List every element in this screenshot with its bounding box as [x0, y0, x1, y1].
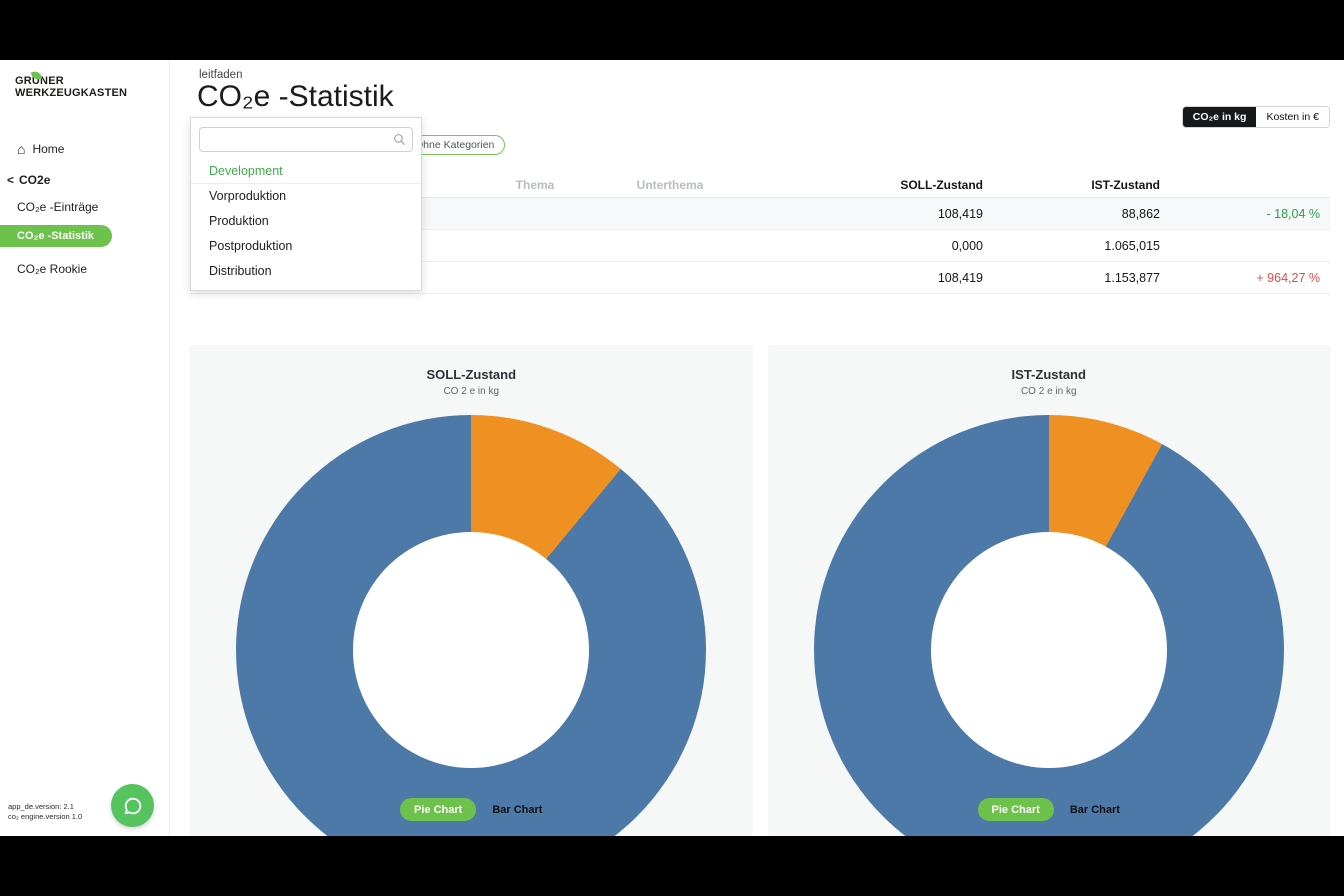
pie-chart-button[interactable]: Pie Chart [400, 798, 477, 821]
column-header-thema: Thema [515, 177, 555, 192]
filter-chip-ohne-kategorien[interactable]: Ohne Kategorien [404, 135, 506, 155]
dropdown-option-produktion[interactable]: Produktion [209, 214, 269, 228]
bar-chart-button[interactable]: Bar Chart [492, 803, 543, 816]
search-icon [393, 133, 406, 151]
breadcrumb[interactable]: leitfaden [199, 69, 243, 81]
chat-button[interactable] [111, 784, 154, 827]
chart-type-switcher: Pie Chart Bar Chart [190, 798, 753, 821]
pie-chart-button[interactable]: Pie Chart [977, 798, 1054, 821]
charts-row: SOLL-Zustand CO 2 e in kg Pie Chart Bar … [190, 345, 1330, 836]
page-title: CO₂e -Statistik [197, 80, 394, 113]
bar-chart-button[interactable]: Bar Chart [1069, 803, 1120, 816]
dropdown-option-vorproduktion[interactable]: Vorproduktion [209, 189, 287, 203]
dropdown-search-input[interactable] [199, 127, 413, 152]
chat-bubble-icon [124, 797, 141, 814]
toggle-kosten-eur-button[interactable]: Kosten in € [1256, 107, 1329, 127]
ist-value: 1.065,015 [1104, 238, 1160, 253]
soll-value: 108,419 [937, 206, 983, 221]
soll-value: 0,000 [951, 238, 983, 253]
app-version-line1: app_de.version: 2.1 [8, 802, 74, 811]
column-header-soll: SOLL-Zustand [900, 177, 983, 192]
column-header-unterthema: Unterthema [636, 177, 704, 192]
sidebar-item-co2e-eintraege[interactable]: CO₂e -Einträge [0, 198, 169, 216]
ist-value: 88,862 [1121, 206, 1160, 221]
toggle-co2e-kg-button[interactable]: CO₂e in kg [1182, 107, 1257, 127]
soll-value: 108,419 [937, 270, 983, 285]
column-header-ist: IST-Zustand [1091, 177, 1160, 192]
dropdown-search [199, 127, 413, 152]
chart-type-switcher: Pie Chart Bar Chart [768, 798, 1331, 821]
sidebar: GRÜNER WERKZEUGKASTEN ⌂ Home < CO2e CO₂e… [0, 60, 170, 836]
dropdown-option-development[interactable]: Development [191, 159, 421, 184]
sidebar-section-co2e[interactable]: < CO2e [0, 171, 169, 189]
logo-line2: WERKZEUGKASTEN [15, 86, 128, 99]
sidebar-item-co2e-statistik-active[interactable]: CO₂e -Statistik [0, 225, 112, 247]
delta-value: + 964,27 % [1256, 270, 1320, 285]
chart-title: SOLL-Zustand [426, 367, 517, 382]
sidebar-section-label: CO2e [19, 173, 51, 187]
app-logo: GRÜNER WERKZEUGKASTEN [15, 69, 128, 99]
app-window: GRÜNER WERKZEUGKASTEN ⌂ Home < CO2e CO₂e… [0, 60, 1344, 836]
dropdown-option-distribution[interactable]: Distribution [209, 264, 272, 278]
sidebar-item-rookie-label: CO₂e Rookie [17, 262, 88, 276]
soll-donut-chart[interactable] [236, 415, 707, 836]
sidebar-item-home-label: Home [32, 142, 65, 156]
category-dropdown: Development Vorproduktion Produktion Pos… [190, 117, 422, 291]
ist-value: 1.153,877 [1104, 270, 1160, 285]
logo-line1: GRÜNER [15, 75, 64, 87]
ist-donut-chart[interactable] [813, 415, 1284, 836]
chevron-left-icon: < [7, 173, 15, 187]
app-version-line2: co₂ engine.version 1.0 [8, 812, 83, 821]
app-version-info: app_de.version: 2.1 co₂ engine.version 1… [8, 802, 82, 822]
sidebar-item-home[interactable]: ⌂ Home [0, 140, 169, 158]
chart-subtitle: CO 2 e in kg [1020, 386, 1077, 397]
soll-chart-card: SOLL-Zustand CO 2 e in kg Pie Chart Bar … [190, 345, 753, 836]
chart-subtitle: CO 2 e in kg [443, 386, 500, 397]
home-icon: ⌂ [17, 141, 26, 157]
chart-title: IST-Zustand [1011, 367, 1086, 382]
delta-value: - 18,04 % [1266, 206, 1320, 221]
sidebar-item-co2e-rookie[interactable]: CO₂e Rookie [0, 260, 169, 278]
unit-toggle: CO₂e in kg Kosten in € [1181, 106, 1330, 128]
sidebar-item-eintraege-label: CO₂e -Einträge [17, 200, 99, 214]
dropdown-option-postproduktion[interactable]: Postproduktion [209, 239, 293, 253]
ist-chart-card: IST-Zustand CO 2 e in kg Pie Chart Bar C… [767, 345, 1331, 836]
